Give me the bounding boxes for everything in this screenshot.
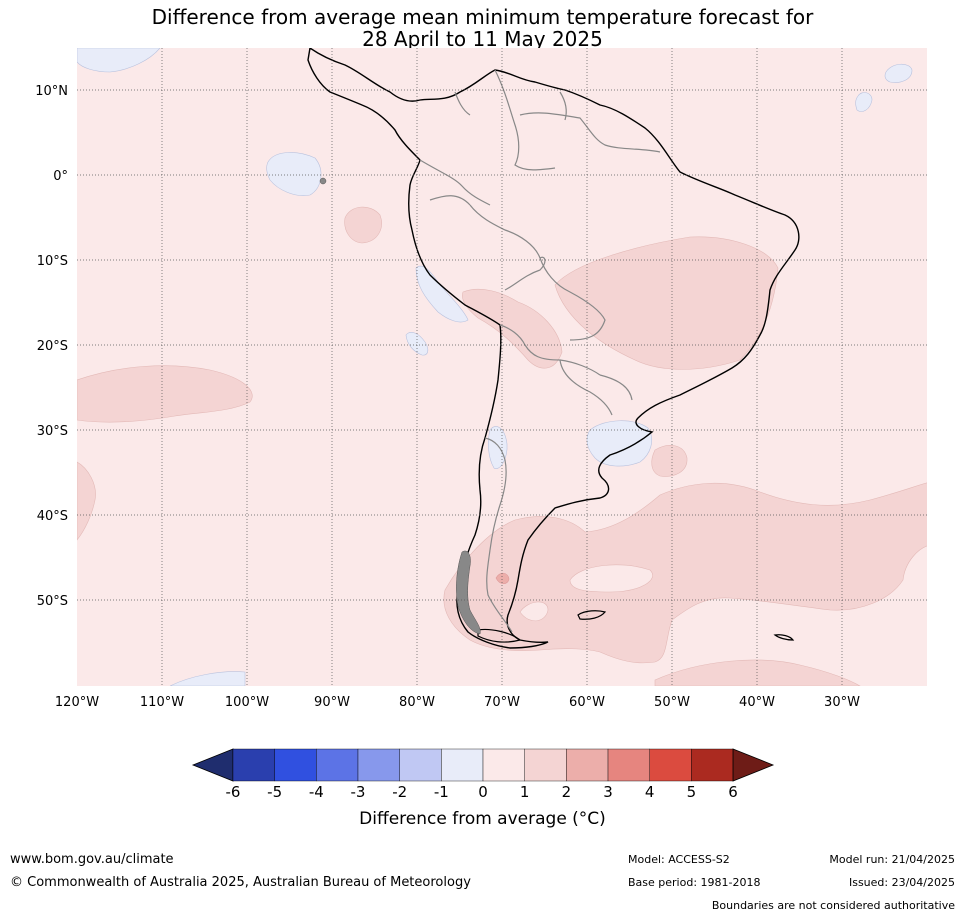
colorbar-tick-label: -2 xyxy=(392,783,408,801)
lon-label-100w: 100°W xyxy=(225,695,269,710)
lat-label-10n: 10°N xyxy=(35,84,68,99)
lat-label-30s: 30°S xyxy=(37,424,68,439)
colorbar-tick-label: -1 xyxy=(433,783,449,801)
anomaly-patch-south-atlantic xyxy=(443,482,927,664)
anomaly-cool-ne-atlantic-2 xyxy=(855,92,873,112)
anomaly-cool-small-pacific xyxy=(405,332,429,356)
colorbar-arrow-high xyxy=(732,748,775,782)
colorbar xyxy=(191,748,775,782)
base-period: Base period: 1981-2018 xyxy=(628,876,761,889)
issued-date: Issued: 23/04/2025 xyxy=(848,876,955,889)
lon-label-120w: 120°W xyxy=(55,695,99,710)
anomaly-cool-peru-coast xyxy=(415,265,469,323)
anomaly-patch-southeast-corner xyxy=(654,659,861,686)
lat-label-0: 0° xyxy=(53,169,68,184)
anomaly-cool-chile-andes xyxy=(488,426,508,469)
colorbar-tick-label: -4 xyxy=(308,783,324,801)
tierra-del-fuego xyxy=(477,628,522,643)
map-title-line-2: 28 April to 11 May 2025 xyxy=(362,27,603,51)
lon-label-110w: 110°W xyxy=(140,695,184,710)
anomaly-cool-ne-atlantic xyxy=(884,63,913,83)
anomaly-hole-atlantic-east xyxy=(569,564,653,593)
lon-label-90w: 90°W xyxy=(314,695,350,710)
colorbar-swatch xyxy=(441,748,484,782)
colorbar-swatch xyxy=(649,748,692,782)
anomaly-cool-nw-corner xyxy=(77,48,161,73)
colorbar-swatch xyxy=(607,748,650,782)
copyright-text: © Commonwealth of Australia 2025, Austra… xyxy=(10,875,471,890)
chile-archipelago xyxy=(456,550,481,635)
anomaly-cool-bottom xyxy=(169,671,246,686)
anomaly-patch-bolivia xyxy=(462,288,563,369)
colorbar-tick-label: -6 xyxy=(225,783,241,801)
model-run-date: Model run: 21/04/2025 xyxy=(829,853,955,866)
map-title-line-1: Difference from average mean minimum tem… xyxy=(151,5,814,29)
colorbar-swatch xyxy=(274,748,317,782)
anomaly-patch-north-brazil xyxy=(554,236,779,370)
model-name: Model: ACCESS-S2 xyxy=(628,853,730,866)
colorbar-swatch xyxy=(482,748,525,782)
colorbar-swatch xyxy=(232,748,275,782)
anomaly-patch-patagonia-warm xyxy=(495,572,510,585)
lat-label-40s: 40°S xyxy=(37,509,68,524)
anomaly-patch-west-edge xyxy=(77,461,96,541)
colorbar-tick-label: 0 xyxy=(478,783,488,801)
anomaly-patch-galapagos-south xyxy=(344,206,382,244)
colorbar-tick-label: -5 xyxy=(267,783,283,801)
anomaly-patch-south-pacific xyxy=(77,365,253,423)
colorbar-tick-label: 5 xyxy=(686,783,697,801)
anomaly-cool-uruguay xyxy=(586,420,652,467)
lon-label-40w: 40°W xyxy=(739,695,775,710)
colorbar-swatch xyxy=(316,748,359,782)
colorbar-tick-label: 2 xyxy=(561,783,572,801)
website-link[interactable]: www.bom.gov.au/climate xyxy=(10,852,174,867)
lat-label-50s: 50°S xyxy=(37,594,68,609)
anomaly-cool-galapagos xyxy=(266,152,322,196)
lat-label-20s: 20°S xyxy=(37,339,68,354)
anomaly-patch-uruguay-offshore xyxy=(651,445,688,477)
colorbar-tick-label: -3 xyxy=(350,783,366,801)
lon-label-60w: 60°W xyxy=(569,695,605,710)
lon-label-50w: 50°W xyxy=(654,695,690,710)
colorbar-swatch xyxy=(691,748,734,782)
falkland-islands xyxy=(577,610,607,620)
lat-label-10s: 10°S xyxy=(37,254,68,269)
colorbar-tick-label: 6 xyxy=(728,783,738,801)
colorbar-swatch xyxy=(399,748,442,782)
colorbar-swatch xyxy=(566,748,609,782)
lon-label-70w: 70°W xyxy=(484,695,520,710)
lon-label-30w: 30°W xyxy=(824,695,860,710)
galapagos-islands xyxy=(319,177,327,185)
colorbar-arrow-low xyxy=(191,748,234,782)
south-georgia xyxy=(773,634,795,641)
graticule xyxy=(77,48,927,686)
anomaly-layer xyxy=(77,48,927,686)
colorbar-tick-label: 1 xyxy=(519,783,530,801)
colorbar-swatch xyxy=(524,748,567,782)
colorbar-swatch xyxy=(357,748,400,782)
lon-label-80w: 80°W xyxy=(399,695,435,710)
colorbar-title: Difference from average (°C) xyxy=(359,809,606,829)
colorbar-tick-label: 3 xyxy=(603,783,613,801)
colorbar-tick-label: 4 xyxy=(644,783,655,801)
south-america-coastline xyxy=(307,48,800,649)
boundaries-disclaimer: Boundaries are not considered authoritat… xyxy=(711,899,955,912)
anomaly-hole-falklands xyxy=(519,601,549,622)
